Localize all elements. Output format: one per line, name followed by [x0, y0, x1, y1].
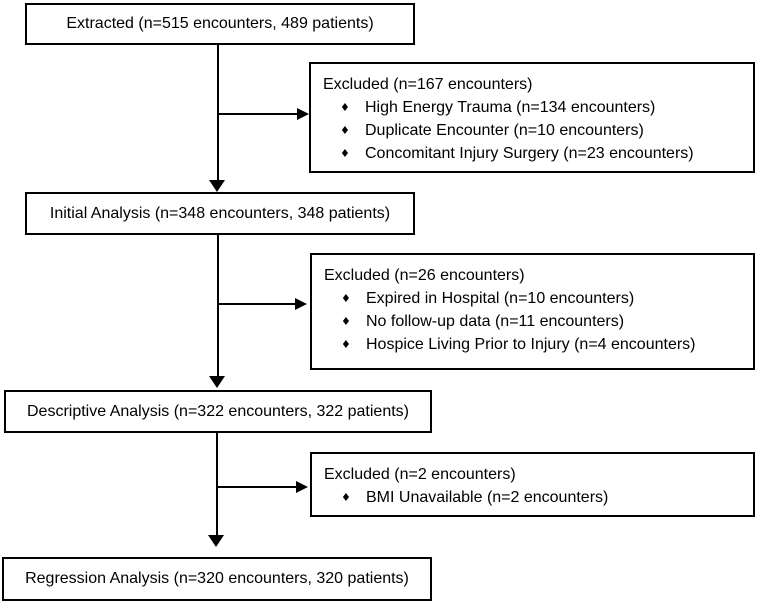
exclusion-2-title: Excluded (n=26 encounters) — [324, 267, 525, 284]
stage-box-descriptive-analysis: Descriptive Analysis (n=322 encounters, … — [4, 390, 432, 433]
stage-label-initial-analysis: Initial Analysis (n=348 encounters, 348 … — [49, 204, 391, 222]
exclusion-3-list: ♦ BMI Unavailable (n=2 encounters) — [324, 486, 745, 509]
exclusion-2-item: ♦ Expired in Hospital (n=10 encounters) — [324, 287, 745, 310]
arrow-extracted-to-initial-line — [217, 45, 219, 180]
diamond-bullet-icon: ♦ — [340, 101, 350, 114]
exclusion-box-3: Excluded (n=2 encounters) ♦ BMI Unavaila… — [310, 452, 755, 517]
diamond-bullet-icon: ♦ — [340, 124, 350, 137]
exclusion-3-item: ♦ BMI Unavailable (n=2 encounters) — [324, 486, 745, 509]
exclusion-1-item: ♦ High Energy Trauma (n=134 encounters) — [323, 96, 745, 119]
arrow-down-icon — [208, 535, 224, 547]
stage-label-regression-analysis: Regression Analysis (n=320 encounters, 3… — [25, 570, 409, 588]
exclusion-box-1: Excluded (n=167 encounters) ♦ High Energ… — [309, 62, 755, 173]
exclusion-2-item: ♦ Hospice Living Prior to Injury (n=4 en… — [324, 333, 745, 356]
exclusion-3-title: Excluded (n=2 encounters) — [324, 466, 516, 483]
arrow-right-icon — [297, 108, 309, 120]
branch-to-exclusion-3-line — [217, 486, 296, 488]
exclusion-1-list: ♦ High Energy Trauma (n=134 encounters) … — [323, 96, 745, 165]
exclusion-1-title: Excluded (n=167 encounters) — [323, 76, 533, 93]
stage-label-extracted: Extracted (n=515 encounters, 489 patient… — [66, 15, 374, 33]
arrow-descriptive-to-regression-line — [216, 433, 218, 535]
stage-label-descriptive-analysis: Descriptive Analysis (n=322 encounters, … — [27, 402, 409, 420]
branch-to-exclusion-1-line — [218, 113, 297, 115]
diamond-bullet-icon: ♦ — [341, 338, 351, 351]
diamond-bullet-icon: ♦ — [341, 315, 351, 328]
branch-to-exclusion-2-line — [218, 303, 295, 305]
exclusion-1-item: ♦ Concomitant Injury Surgery (n=23 encou… — [323, 142, 745, 165]
exclusion-2-item: ♦ No follow-up data (n=11 encounters) — [324, 310, 745, 333]
arrow-right-icon — [296, 481, 308, 493]
stage-box-extracted: Extracted (n=515 encounters, 489 patient… — [25, 3, 415, 45]
exclusion-2-list: ♦ Expired in Hospital (n=10 encounters) … — [324, 287, 745, 356]
arrow-down-icon — [209, 376, 225, 388]
stage-box-regression-analysis: Regression Analysis (n=320 encounters, 3… — [2, 557, 432, 601]
diamond-bullet-icon: ♦ — [341, 292, 351, 305]
arrow-down-icon — [209, 180, 225, 192]
stage-box-initial-analysis: Initial Analysis (n=348 encounters, 348 … — [25, 192, 415, 235]
diamond-bullet-icon: ♦ — [341, 491, 351, 504]
exclusion-box-2: Excluded (n=26 encounters) ♦ Expired in … — [310, 253, 755, 370]
arrow-initial-to-descriptive-line — [217, 235, 219, 376]
diamond-bullet-icon: ♦ — [340, 147, 350, 160]
arrow-right-icon — [295, 298, 307, 310]
exclusion-1-item: ♦ Duplicate Encounter (n=10 encounters) — [323, 119, 745, 142]
